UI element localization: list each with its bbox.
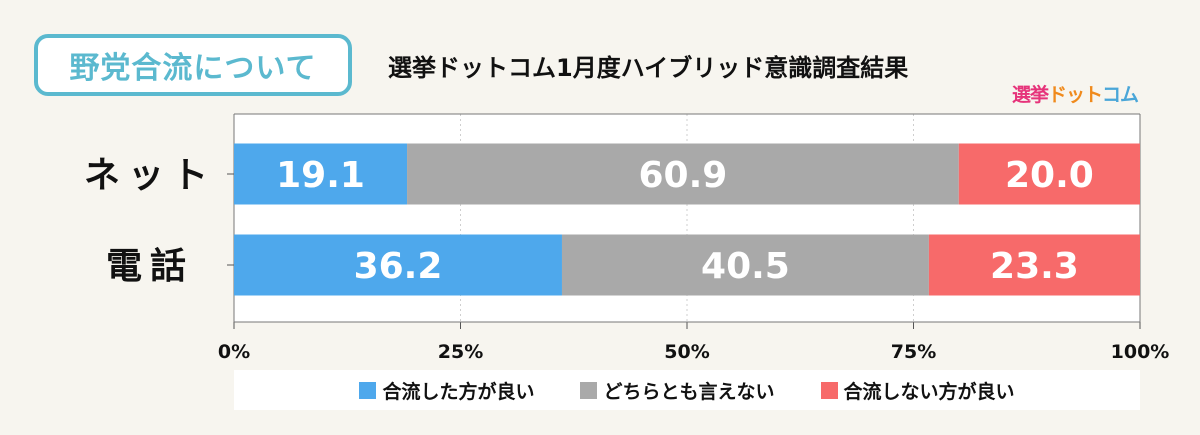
logo-part-1: 選挙 [1012, 84, 1049, 106]
category-label: 電話 [106, 246, 194, 287]
chart-legend: 合流した方が良い どちらとも言えない 合流しない方が良い [234, 370, 1140, 410]
data-label: 36.2 [354, 246, 443, 287]
data-label: 20.0 [1005, 155, 1094, 196]
bar-segment [234, 143, 408, 205]
legend-swatch [359, 381, 377, 399]
x-tick-label: 75% [891, 341, 936, 363]
logo-part-3: コム [1102, 84, 1139, 106]
data-label: 19.1 [276, 155, 365, 196]
bar-segment [928, 234, 1140, 296]
site-logo: 選挙ドットコム [1012, 80, 1139, 107]
chart-title: 選挙ドットコム1月度ハイブリッド意識調査結果 [388, 54, 909, 82]
legend-item: 合流しない方が良い [820, 377, 1015, 404]
data-label: 40.5 [701, 246, 790, 287]
bar-segment [407, 143, 959, 205]
topic-tag-label: 野党合流について [69, 51, 317, 86]
legend-label: 合流しない方が良い [843, 380, 1015, 403]
x-tick-label: 100% [1111, 341, 1170, 363]
category-label: ネット [84, 155, 216, 196]
logo-part-2: ドット [1048, 84, 1103, 106]
topic-tag: 野党合流について [34, 34, 352, 96]
legend-item: 合流した方が良い [359, 377, 534, 404]
bar-segment [561, 234, 929, 296]
legend-label: 合流した方が良い [382, 380, 535, 403]
legend-item: どちらとも言えない [580, 377, 775, 404]
legend-swatch [580, 381, 598, 399]
data-label: 60.9 [639, 155, 728, 196]
bar-segment [958, 143, 1140, 205]
data-label: 23.3 [990, 246, 1079, 287]
legend-label: どちらとも言えない [603, 380, 775, 403]
bar-segment [234, 234, 562, 296]
x-tick-label: 0% [218, 341, 250, 363]
x-tick-label: 25% [438, 341, 483, 363]
x-tick-label: 50% [664, 341, 709, 363]
legend-swatch [820, 381, 838, 399]
